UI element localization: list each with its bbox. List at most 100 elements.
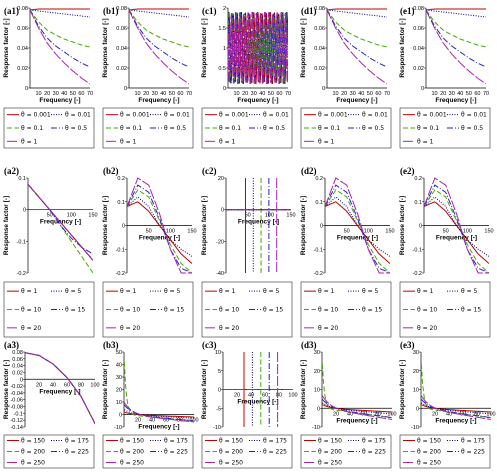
legend-entry: θ = 0.01 bbox=[461, 112, 487, 119]
legend-entry: θ = 150 bbox=[21, 438, 45, 445]
series-line bbox=[325, 177, 390, 274]
series-line bbox=[127, 196, 192, 257]
legend: θ = 1 θ = 5 θ = 10 θ = 15 θ = 20 bbox=[300, 281, 392, 338]
y-axis-label: Response factor [-] bbox=[300, 196, 307, 255]
x-tick-label: 50 bbox=[245, 213, 251, 219]
series-line bbox=[129, 9, 189, 18]
series-group bbox=[223, 352, 293, 427]
legend-entry: θ = 10 bbox=[219, 307, 239, 314]
x-tick-label: 60 bbox=[64, 382, 70, 388]
x-tick-label: 100 bbox=[387, 411, 396, 417]
legend-entry: θ = 20 bbox=[318, 325, 338, 332]
y-tick-label: 1 bbox=[223, 46, 226, 52]
y-tick-label: 0 bbox=[122, 224, 125, 230]
x-axis-label: Frequency [-] bbox=[237, 399, 278, 406]
x-tick-label: 20 bbox=[44, 91, 50, 97]
panel-label: (d2) bbox=[301, 166, 317, 176]
series-group bbox=[129, 8, 189, 85]
y-tick-label: -5 bbox=[216, 406, 221, 412]
y-tick-label: 0.2 bbox=[315, 176, 323, 182]
y-tick-label: -40 bbox=[216, 271, 224, 277]
x-tick-label: 60 bbox=[276, 91, 282, 97]
legend-entry: θ = 0.1 bbox=[219, 125, 241, 132]
series-group bbox=[127, 177, 192, 274]
y-tick-label: -0.1 bbox=[14, 411, 23, 417]
series-line bbox=[325, 189, 390, 274]
series-line bbox=[424, 189, 489, 274]
x-tick-label: 40 bbox=[446, 411, 452, 417]
x-axis-label: Frequency [-] bbox=[39, 388, 80, 395]
legend-entry: θ = 1 bbox=[21, 288, 38, 295]
series-line bbox=[25, 352, 95, 424]
legend-entry: θ = 20 bbox=[219, 325, 239, 332]
series-line bbox=[226, 178, 291, 273]
y-tick-label: -0.2 bbox=[17, 271, 26, 277]
legend-entry: θ = 1 bbox=[417, 288, 434, 295]
y-tick-label: 1.5 bbox=[218, 26, 226, 32]
panel-label: (a1) bbox=[4, 6, 19, 16]
y-tick-label: -0.14 bbox=[10, 425, 23, 431]
legend: θ = 150 θ = 175 θ = 200 θ = 225 θ = 250 bbox=[201, 434, 293, 469]
series-line bbox=[322, 398, 392, 419]
x-axis-label: Frequency [-] bbox=[238, 219, 279, 226]
x-tick-label: 60 bbox=[375, 91, 381, 97]
y-tick-label: 0.06 bbox=[314, 26, 325, 32]
legend-entry: θ = 0.1 bbox=[120, 125, 142, 132]
legend: θ = 0.001 θ = 0.01 θ = 0.1 θ = 0.5 θ = 1 bbox=[300, 107, 392, 149]
panel-c1: (c1) Response factor [-] 0 0.5 1 1.5 2 10 20 30 40… bbox=[201, 6, 293, 149]
legend-entry: θ = 150 bbox=[120, 438, 144, 445]
legend-entry: θ = 1 bbox=[21, 138, 38, 145]
panel-b2: (b2) Response factor [-] -0.2 -0.1 0 0.1 0.2 50… bbox=[102, 166, 197, 338]
series-line bbox=[30, 9, 90, 18]
series-group bbox=[424, 177, 489, 274]
x-tick-label: 50 bbox=[344, 229, 350, 235]
panel-d2: (d2) Response factor [-] -0.2 -0.1 0 0.1 0.2 50… bbox=[300, 166, 395, 338]
panel-label: (b3) bbox=[103, 340, 119, 350]
legend-entry: θ = 5 bbox=[461, 288, 478, 295]
x-axis-label: Frequency [-] bbox=[139, 235, 180, 242]
y-tick-label: 10 bbox=[413, 388, 419, 394]
legend-entry: θ = 200 bbox=[120, 449, 144, 456]
panel-label: (c1) bbox=[202, 6, 217, 16]
y-axis-label: Response factor [-] bbox=[102, 196, 109, 255]
legend-entry: θ = 15 bbox=[362, 307, 382, 314]
y-tick-label: 0 bbox=[322, 86, 325, 92]
y-tick-label: 5 bbox=[218, 369, 221, 375]
y-axis-label: Response factor [-] bbox=[399, 18, 406, 77]
x-tick-label: 10 bbox=[36, 91, 42, 97]
legend-entry: θ = 0.5 bbox=[362, 125, 384, 132]
x-tick-label: 20 bbox=[234, 393, 240, 399]
y-tick-label: 0.08 bbox=[314, 6, 325, 12]
x-tick-label: 10 bbox=[333, 91, 339, 97]
x-axis-label: Frequency [-] bbox=[336, 97, 377, 104]
x-tick-label: 70 bbox=[384, 91, 390, 97]
legend-entry: θ = 175 bbox=[263, 438, 287, 445]
y-tick-label: 0.06 bbox=[17, 26, 28, 32]
y-tick-label: 0.1 bbox=[18, 176, 26, 182]
series-line bbox=[325, 201, 390, 264]
y-tick-label: 0 bbox=[23, 208, 26, 214]
y-tick-label: 2 bbox=[223, 6, 226, 12]
legend-entry: θ = 250 bbox=[120, 460, 144, 467]
series-line bbox=[223, 352, 293, 427]
legend-entry: θ = 10 bbox=[120, 307, 140, 314]
x-tick-label: 100 bbox=[486, 411, 495, 417]
legend-entry: θ = 250 bbox=[21, 460, 45, 467]
x-axis-label: Frequency [-] bbox=[435, 97, 476, 104]
legend-entry: θ = 0.001 bbox=[417, 112, 447, 119]
legend-entry: θ = 15 bbox=[263, 307, 283, 314]
x-tick-label: 60 bbox=[177, 91, 183, 97]
x-tick-label: 50 bbox=[70, 91, 76, 97]
legend: θ = 0.001 θ = 0.01 θ = 0.1 θ = 0.5 θ = 1 bbox=[201, 107, 293, 149]
panel-a1: (a1) Response factor [-] 0 0.02 0.04 0.06 0.08… bbox=[3, 6, 95, 149]
legend-entry: θ = 225 bbox=[65, 449, 89, 456]
y-tick-label: -0.2 bbox=[314, 271, 323, 277]
y-tick-label: 0.02 bbox=[12, 370, 23, 376]
y-tick-label: 0.04 bbox=[12, 364, 23, 370]
x-tick-label: 40 bbox=[50, 382, 56, 388]
series-line bbox=[129, 9, 189, 48]
series-line bbox=[129, 8, 189, 11]
x-tick-label: 100 bbox=[288, 393, 297, 399]
